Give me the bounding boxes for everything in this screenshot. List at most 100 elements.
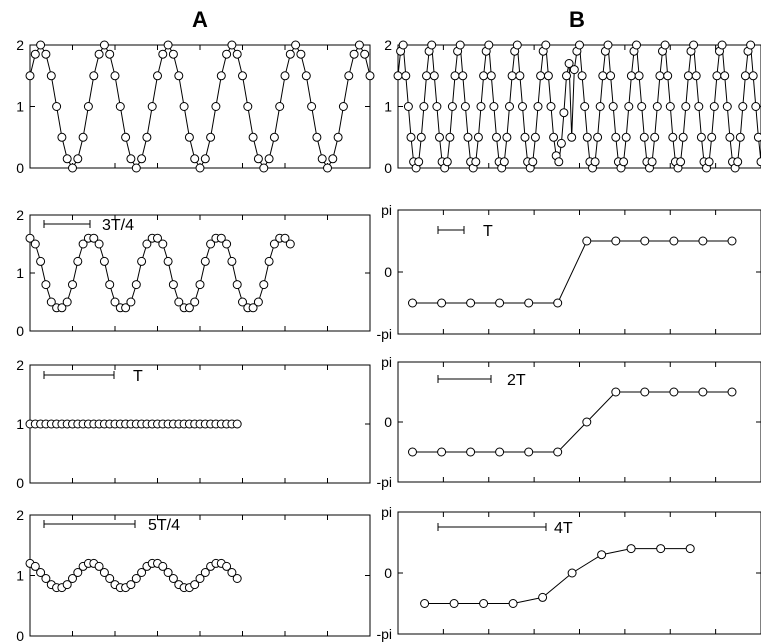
data-point [556, 138, 566, 148]
data-point [206, 239, 216, 249]
data-point [232, 574, 242, 583]
data-point [543, 71, 553, 81]
data-point [360, 49, 370, 59]
data-point [349, 49, 359, 59]
data-point [73, 568, 83, 577]
data-point [720, 71, 730, 81]
series-line [29, 43, 371, 170]
data-point [704, 157, 714, 167]
data-point [492, 132, 501, 142]
data-point [94, 239, 104, 249]
data-point [406, 132, 416, 142]
data-point [751, 102, 761, 111]
data-point [569, 65, 579, 75]
data-point [153, 233, 162, 243]
data-point [681, 102, 691, 111]
series [25, 40, 375, 173]
y-tick-label: 2 [384, 37, 392, 53]
data-point [115, 102, 125, 111]
panel-A2: 0 1 2 3T/4 [16, 207, 371, 339]
y-tick-label: -pi [376, 626, 392, 642]
data-point [68, 574, 77, 583]
data-point [163, 568, 173, 577]
data-point [354, 40, 364, 50]
data-point [611, 387, 621, 397]
data-point [632, 40, 641, 50]
data-point [62, 580, 72, 590]
data-point [479, 71, 489, 81]
data-point [524, 447, 534, 457]
data-point [253, 154, 263, 164]
data-point [486, 71, 496, 81]
data-point [46, 297, 56, 307]
column-a-title: A [192, 7, 208, 32]
data-point [158, 49, 168, 59]
data-point [689, 40, 699, 50]
data-point [595, 102, 605, 111]
data-point [656, 544, 666, 554]
data-point [458, 71, 468, 81]
data-point [520, 132, 530, 142]
data-point [463, 132, 473, 142]
data-point [206, 132, 216, 142]
data-point [333, 132, 343, 142]
data-point [476, 102, 486, 111]
data-point [582, 417, 592, 427]
panels: 0120123T/4012T0125T/4012-pi0piT-pi0pi2T-… [16, 37, 761, 644]
series-line [424, 548, 691, 604]
data-point [515, 71, 525, 81]
data-point [168, 280, 178, 290]
data-point [593, 132, 603, 142]
data-point [285, 239, 295, 249]
data-point [253, 297, 263, 307]
data-point [62, 154, 72, 164]
data-point [301, 71, 311, 81]
data-point [264, 154, 274, 164]
data-point [269, 132, 279, 142]
data-point [626, 544, 636, 554]
axes-box [397, 361, 761, 483]
y-tick-label: -pi [376, 474, 392, 490]
data-point [30, 561, 40, 571]
data-point [611, 236, 621, 246]
data-point [163, 40, 173, 50]
data-point [105, 49, 115, 59]
panel-B1: 0 1 2 [384, 37, 761, 176]
data-point [398, 40, 408, 50]
axes-box [397, 511, 761, 635]
y-tick-label: pi [381, 504, 392, 520]
data-point [200, 568, 210, 577]
y-tick-label: 0 [16, 160, 24, 176]
data-point [216, 71, 226, 81]
data-point [317, 154, 327, 164]
data-point [603, 40, 613, 50]
data-point [190, 580, 200, 590]
data-point [131, 574, 141, 583]
y-tick-label: 1 [384, 99, 392, 115]
data-point [153, 71, 162, 81]
data-point [507, 71, 517, 81]
data-point [663, 71, 673, 81]
data-point [694, 102, 704, 111]
data-point [455, 40, 465, 50]
data-point [676, 157, 686, 167]
axes-box [29, 44, 371, 169]
data-point [401, 71, 411, 81]
panel-B2: -pi 0 pi T [376, 202, 761, 342]
data-point [41, 49, 51, 59]
data-point [460, 102, 470, 111]
data-point [307, 102, 317, 111]
data-point [248, 303, 258, 313]
data-point [30, 49, 40, 59]
axes-box [29, 214, 371, 332]
data-point [748, 71, 758, 81]
data-point [518, 102, 527, 111]
data-point [25, 71, 35, 81]
data-point [698, 387, 708, 397]
data-point [142, 132, 152, 142]
data-point [232, 280, 242, 290]
data-point [200, 154, 210, 164]
data-point [248, 132, 258, 142]
y-tick-label: pi [381, 202, 392, 218]
data-point [471, 157, 481, 167]
